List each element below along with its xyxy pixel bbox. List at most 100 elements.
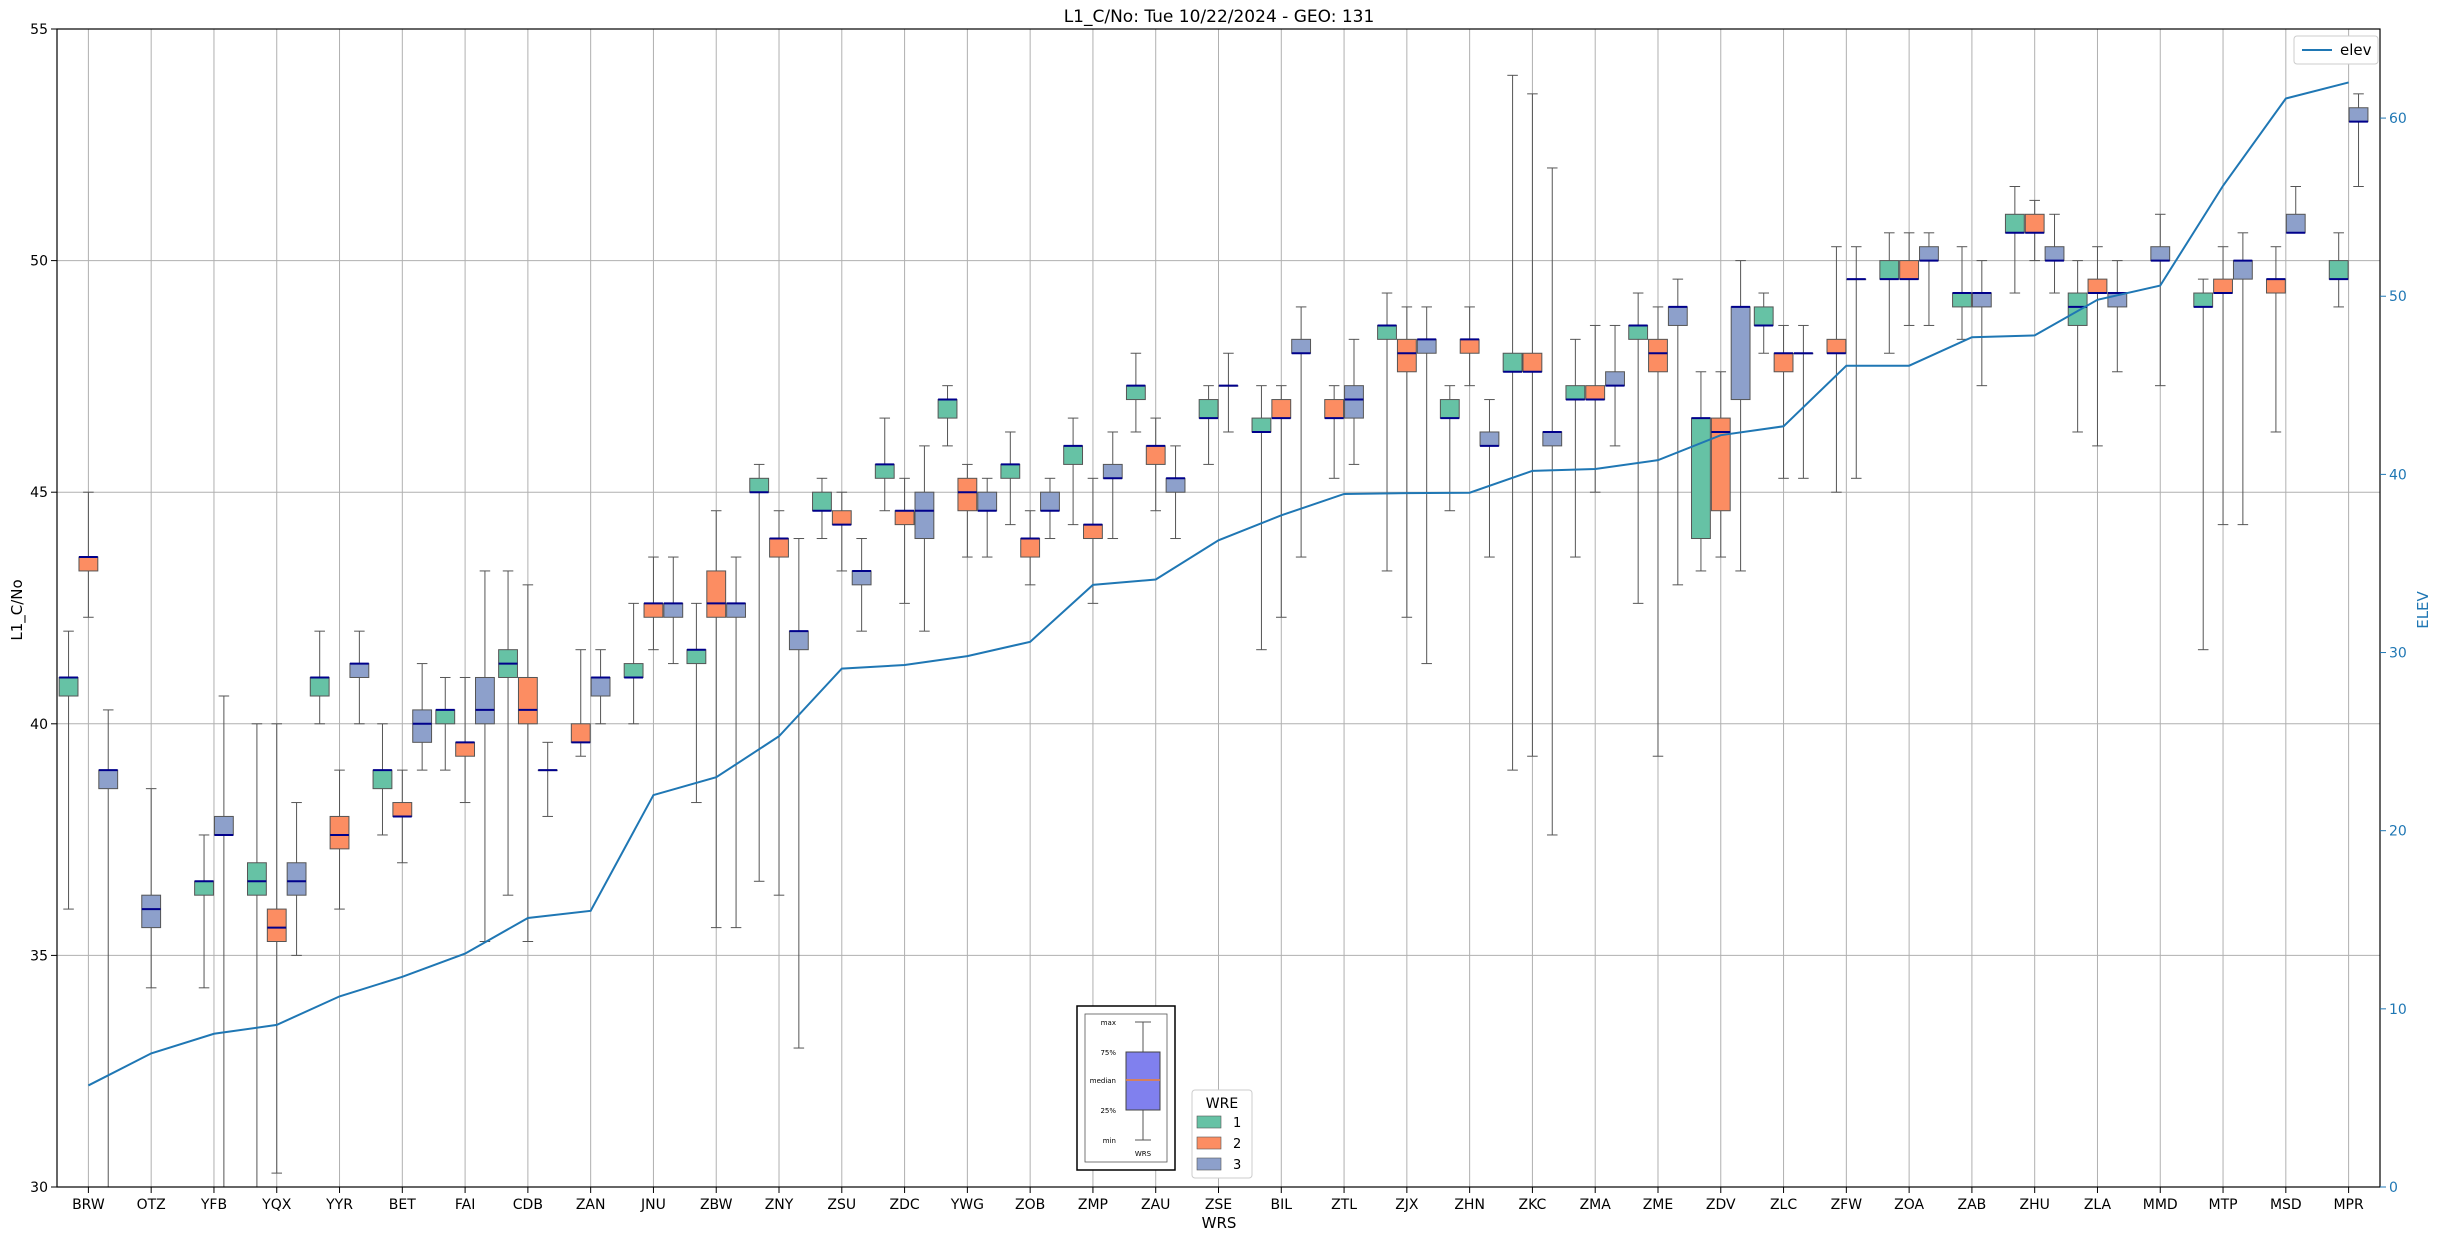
x-tick-label: CDB	[513, 1197, 543, 1213]
box-body	[1000, 463, 1021, 479]
box-plot	[914, 445, 935, 632]
box-body	[141, 894, 162, 929]
box-body	[937, 399, 958, 419]
box-plot	[874, 417, 895, 512]
x-tick-label: ZOB	[1015, 1197, 1045, 1213]
box-plot	[1416, 306, 1437, 665]
x-tick-label: BET	[389, 1197, 416, 1213]
box-plot	[1710, 371, 1731, 558]
box-explainer: max 75% median 25% min WRS	[1076, 1005, 1176, 1171]
box-plot	[1730, 260, 1751, 572]
x-tick-label: ZHN	[1454, 1197, 1485, 1213]
box-body	[517, 676, 538, 725]
box-body	[1063, 445, 1084, 465]
box-plot	[329, 769, 350, 910]
box-plot	[1628, 292, 1649, 604]
box-body	[2265, 278, 2286, 294]
box-plot	[1083, 477, 1103, 604]
box-body	[1198, 399, 1219, 419]
box-plot	[1063, 417, 1084, 526]
box-body	[1710, 417, 1731, 512]
wre-legend-swatch-1	[1196, 1115, 1222, 1129]
x-tick-label: MTP	[2209, 1197, 2238, 1213]
box-plot	[2265, 246, 2286, 433]
y-tick-label: 55	[30, 22, 48, 38]
box-plot	[1218, 352, 1239, 433]
box-body	[2213, 278, 2233, 294]
y-tick-label: 45	[30, 485, 48, 501]
box-plot	[831, 491, 852, 572]
box-plot	[1479, 399, 1500, 558]
box-plot	[1952, 246, 1972, 340]
box-plot	[957, 463, 978, 558]
box-plot	[1396, 306, 1417, 618]
box-plot	[2107, 260, 2128, 373]
box-body	[1691, 417, 1711, 540]
box-plot	[349, 630, 370, 725]
y-tick-label: 40	[30, 717, 48, 733]
x-tick-label: YWG	[950, 1197, 984, 1213]
x-tick-label: ZSU	[827, 1197, 856, 1213]
box-body	[812, 491, 832, 512]
box-plot	[643, 556, 664, 651]
box-body	[2044, 246, 2065, 262]
box-plot	[213, 695, 234, 1188]
x-tick-label: ZME	[1643, 1197, 1674, 1213]
box-plot	[788, 538, 809, 1049]
elev-layer	[87, 81, 2349, 1087]
box-body	[2328, 260, 2349, 280]
box-body	[1040, 491, 1060, 512]
box-body	[266, 908, 287, 943]
box-body	[1416, 338, 1437, 354]
x-tick-label: ZOA	[1894, 1197, 1924, 1213]
explainer-max: max	[1101, 1019, 1116, 1027]
x-tick-label: ZAB	[1958, 1197, 1987, 1213]
x-tick-label: ZHU	[2020, 1197, 2050, 1213]
box-body	[412, 709, 433, 743]
box-body	[1396, 338, 1417, 373]
elev-line	[87, 81, 2349, 1087]
box-plot	[309, 630, 330, 725]
box-body	[329, 815, 350, 850]
box-plot	[2348, 93, 2369, 187]
box-body	[706, 570, 727, 618]
box-plot	[2024, 199, 2045, 262]
box-layer	[58, 74, 2369, 1188]
box-body	[392, 802, 413, 817]
box-plot	[1667, 278, 1688, 586]
box-body	[2150, 246, 2171, 262]
box-plot	[1585, 324, 1606, 493]
box-body	[2004, 213, 2025, 234]
box-plot	[937, 385, 958, 447]
box-plot	[590, 649, 611, 725]
box-plot	[58, 630, 79, 910]
box-plot	[1648, 306, 1668, 757]
explainer-q1: 25%	[1100, 1107, 1116, 1115]
box-plot	[623, 602, 644, 725]
x-tick-label: ZDC	[890, 1197, 920, 1213]
box-plot	[1879, 232, 1900, 354]
x-tick-label: ZKC	[1519, 1197, 1547, 1213]
elev-legend: elev	[2293, 35, 2379, 65]
box-plot	[1522, 93, 1543, 757]
box-body	[1753, 306, 1774, 326]
x-tick-label: ZNY	[765, 1197, 794, 1213]
x-tick-label: ZDV	[1706, 1197, 1736, 1213]
box-plot	[1542, 167, 1563, 836]
box-body	[1952, 292, 1972, 308]
x-tick-label: ZMA	[1580, 1197, 1612, 1213]
box-plot	[1291, 306, 1312, 558]
box-body	[78, 556, 99, 572]
box-body	[1502, 352, 1523, 373]
box-body	[623, 663, 644, 678]
box-body	[1522, 352, 1543, 373]
box-body	[1730, 306, 1751, 401]
box-body	[1667, 306, 1688, 326]
y2-tick-label: 20	[2389, 824, 2407, 840]
box-plot	[475, 570, 495, 943]
box-body	[914, 491, 935, 540]
box-plot	[1145, 417, 1166, 512]
box-plot	[2213, 246, 2233, 526]
x-tick-label: ZJX	[1395, 1197, 1419, 1213]
